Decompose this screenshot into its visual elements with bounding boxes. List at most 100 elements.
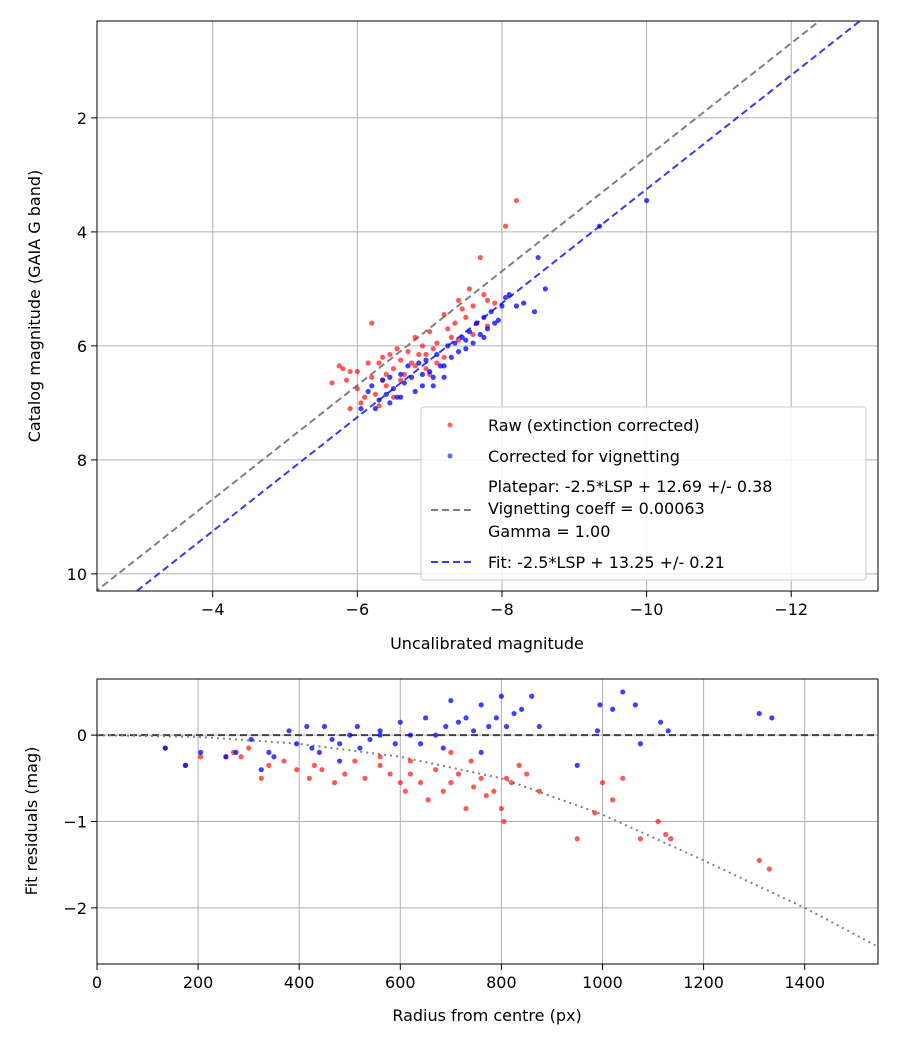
bottom-grid <box>96 679 878 964</box>
bottom-point-raw <box>508 780 515 786</box>
bottom-point-raw <box>362 775 368 781</box>
legend-box <box>420 406 867 581</box>
bottom-x-tick-label: 0 <box>92 973 102 992</box>
bottom-point-corrected <box>610 706 616 712</box>
top-point-corrected <box>398 371 404 377</box>
bottom-y-axis-label: Fit residuals (mag) <box>22 747 41 896</box>
bottom-point-corrected <box>471 728 477 734</box>
top-points <box>329 197 650 412</box>
bottom-point-corrected <box>574 762 580 768</box>
top-point-raw <box>387 351 393 358</box>
bottom-point-raw <box>319 767 325 773</box>
bottom-point-corrected <box>198 749 204 756</box>
top-point-raw <box>380 354 386 360</box>
top-point-raw <box>354 386 360 392</box>
bottom-point-raw <box>266 762 272 768</box>
top-point-corrected <box>513 303 520 309</box>
top-point-corrected <box>502 294 509 301</box>
top-point-raw <box>347 406 353 412</box>
top-point-raw <box>394 346 400 352</box>
top-point-corrected <box>419 371 426 377</box>
top-point-raw <box>401 371 407 377</box>
bottom-point-corrected <box>498 693 504 699</box>
bottom-point-corrected <box>258 767 264 773</box>
bottom-point-corrected <box>503 723 510 730</box>
bottom-point-raw <box>455 771 462 777</box>
top-point-raw <box>481 292 487 298</box>
top-point-raw <box>502 223 509 229</box>
top-point-raw <box>376 360 382 366</box>
bottom-point-corrected <box>486 723 492 730</box>
legend-corrected-label: Corrected for vignetting <box>488 447 680 466</box>
bottom-point-corrected <box>620 689 626 695</box>
bottom-point-raw <box>655 818 661 825</box>
bottom-point-raw <box>478 775 484 781</box>
top-point-corrected <box>441 363 447 369</box>
top-point-corrected <box>430 374 436 380</box>
bottom-point-raw <box>766 866 772 872</box>
bottom-point-corrected <box>594 728 601 734</box>
bottom-line-1 <box>97 734 878 948</box>
bottom-point-raw <box>637 836 644 842</box>
legend-raw-marker <box>447 422 453 428</box>
top-point-raw <box>369 374 375 380</box>
top-panel: −4 −6 −8 −10 −12 2 4 6 8 10 Uncalibrated magnitu… <box>25 20 879 653</box>
bottom-point-corrected <box>493 715 499 721</box>
bottom-point-corrected <box>337 741 343 747</box>
bottom-point-raw <box>342 771 348 777</box>
bottom-point-raw <box>756 857 762 863</box>
top-y-tick-label: 2 <box>77 109 87 128</box>
top-point-raw <box>448 334 454 340</box>
top-point-raw <box>340 366 346 372</box>
top-point-raw <box>459 306 465 312</box>
bottom-point-corrected <box>455 719 462 725</box>
top-y-axis-label: Catalog magnitude (GAIA G band) <box>25 170 44 442</box>
bottom-point-raw <box>536 788 542 794</box>
top-point-corrected <box>470 340 476 346</box>
bottom-point-corrected <box>422 715 429 721</box>
top-point-corrected <box>459 334 465 340</box>
top-x-ticks: −4 −6 −8 −10 −12 <box>201 591 808 619</box>
bottom-point-corrected <box>637 741 644 747</box>
bottom-point-corrected <box>632 702 638 708</box>
bottom-x-ticks: 0 200 400 600 800 1000 1200 1400 <box>92 964 825 992</box>
bottom-point-corrected <box>756 710 762 717</box>
bottom-point-raw <box>331 780 338 786</box>
bottom-point-raw <box>524 771 530 777</box>
top-point-raw <box>455 297 462 303</box>
bottom-point-raw <box>397 780 403 786</box>
bottom-point-raw <box>491 788 497 794</box>
top-point-raw <box>383 383 389 389</box>
top-point-raw <box>408 360 415 366</box>
bottom-x-axis-label: Radius from centre (px) <box>392 1006 581 1025</box>
top-point-raw <box>365 360 371 366</box>
top-point-corrected <box>506 292 512 298</box>
bottom-point-corrected <box>536 723 542 730</box>
bottom-point-corrected <box>407 732 414 738</box>
bottom-point-corrected <box>337 758 343 764</box>
top-point-corrected <box>495 317 501 323</box>
top-fit-lines <box>97 21 862 591</box>
top-x-axis-label: Uncalibrated magnitude <box>390 634 584 653</box>
top-point-raw <box>430 346 436 352</box>
top-point-raw <box>423 351 429 358</box>
bottom-point-raw <box>402 788 408 794</box>
bottom-point-raw <box>516 762 522 768</box>
bottom-point-raw <box>407 758 414 764</box>
bottom-point-corrected <box>316 749 323 756</box>
top-point-corrected <box>441 374 447 380</box>
top-point-raw <box>398 377 404 383</box>
top-point-corrected <box>474 320 480 326</box>
bottom-y-tick-label: −2 <box>63 899 87 918</box>
top-point-raw <box>477 254 483 261</box>
bottom-x-tick-label: 1000 <box>582 973 623 992</box>
bottom-point-raw <box>468 758 474 764</box>
top-x-tick-label: −12 <box>774 600 808 619</box>
bottom-point-corrected <box>443 723 449 730</box>
bottom-point-corrected <box>347 732 353 738</box>
bottom-point-corrected <box>597 702 603 708</box>
top-x-tick-label: −6 <box>346 600 370 619</box>
top-point-raw <box>416 351 422 358</box>
bottom-point-raw <box>433 767 439 773</box>
bottom-point-corrected <box>377 728 383 734</box>
